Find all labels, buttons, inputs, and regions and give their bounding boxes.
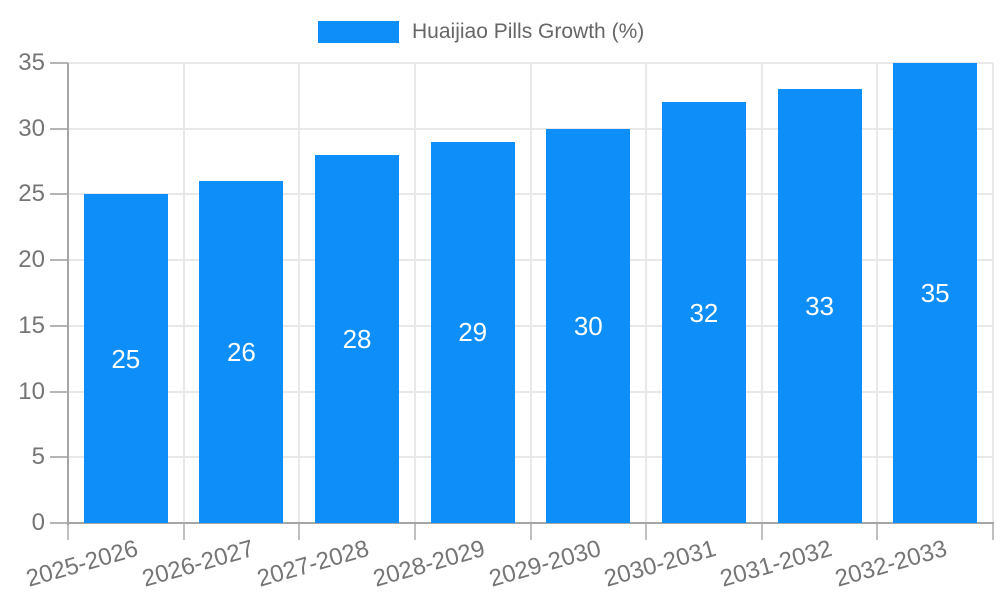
x-tick-label: 2029-2030 — [485, 535, 604, 593]
x-tick-mark — [760, 523, 763, 540]
y-tick-label: 20 — [18, 246, 45, 274]
gridline-vertical — [992, 63, 994, 523]
y-tick-label: 30 — [18, 114, 45, 142]
bar[interactable]: 32 — [661, 102, 746, 523]
legend-item[interactable]: Huaijiao Pills Growth (%) — [318, 21, 644, 43]
x-tick-mark — [182, 523, 185, 540]
legend-swatch — [318, 21, 399, 43]
bar[interactable]: 30 — [546, 128, 631, 523]
y-tick-mark — [50, 456, 68, 459]
y-tick-mark — [50, 62, 68, 64]
bar[interactable]: 35 — [893, 63, 978, 523]
y-tick-label: 0 — [31, 509, 45, 536]
x-tick-mark — [876, 523, 879, 540]
y-axis-line — [67, 63, 69, 525]
x-tick-label: 2026-2027 — [138, 535, 257, 593]
x-tick-mark — [645, 523, 648, 540]
gridline-vertical — [760, 63, 763, 523]
x-tick-mark — [67, 523, 69, 540]
y-tick-mark — [50, 324, 68, 327]
x-tick-mark — [298, 523, 301, 540]
bar[interactable]: 29 — [430, 141, 515, 523]
bar-value-label: 35 — [920, 278, 950, 308]
y-tick-mark — [50, 259, 68, 262]
x-tick-mark — [529, 523, 532, 540]
gridline-vertical — [876, 63, 879, 523]
y-tick-mark — [50, 193, 68, 196]
y-tick-label: 35 — [18, 49, 45, 76]
x-tick-mark — [992, 523, 994, 540]
y-tick-label: 10 — [18, 377, 45, 405]
gridline-vertical — [413, 63, 416, 523]
x-tick-label: 2030-2031 — [601, 535, 720, 593]
y-tick-label: 15 — [18, 311, 45, 339]
x-tick-label: 2027-2028 — [254, 535, 373, 593]
y-tick-mark — [50, 522, 68, 524]
bar-value-label: 26 — [226, 337, 256, 368]
x-tick-label: 2028-2029 — [370, 535, 488, 593]
x-tick-label: 2025-2026 — [23, 535, 141, 593]
y-tick-label: 25 — [18, 180, 45, 208]
bar-value-label: 30 — [573, 310, 603, 341]
bar[interactable]: 25 — [83, 194, 168, 523]
bar-value-label: 32 — [689, 297, 719, 328]
x-axis-line — [67, 522, 994, 524]
bar-value-label: 25 — [111, 343, 141, 374]
bar-value-label: 29 — [458, 317, 488, 348]
gridline-vertical — [182, 63, 185, 523]
gridline-vertical — [298, 63, 301, 523]
legend-label: Huaijiao Pills Growth (%) — [412, 20, 645, 43]
x-tick-mark — [413, 523, 416, 540]
x-tick-label: 2032-2033 — [832, 535, 951, 593]
bar[interactable]: 26 — [199, 181, 284, 523]
gridline-vertical — [645, 63, 648, 523]
y-tick-mark — [50, 127, 68, 130]
x-tick-label: 2031-2032 — [716, 535, 835, 593]
bar[interactable]: 28 — [315, 155, 400, 523]
gridline-vertical — [529, 63, 532, 523]
y-tick-mark — [50, 390, 68, 393]
bar-value-label: 28 — [342, 324, 372, 354]
y-tick-label: 5 — [31, 443, 45, 471]
bar[interactable]: 33 — [777, 89, 862, 523]
bar-value-label: 33 — [805, 291, 835, 322]
